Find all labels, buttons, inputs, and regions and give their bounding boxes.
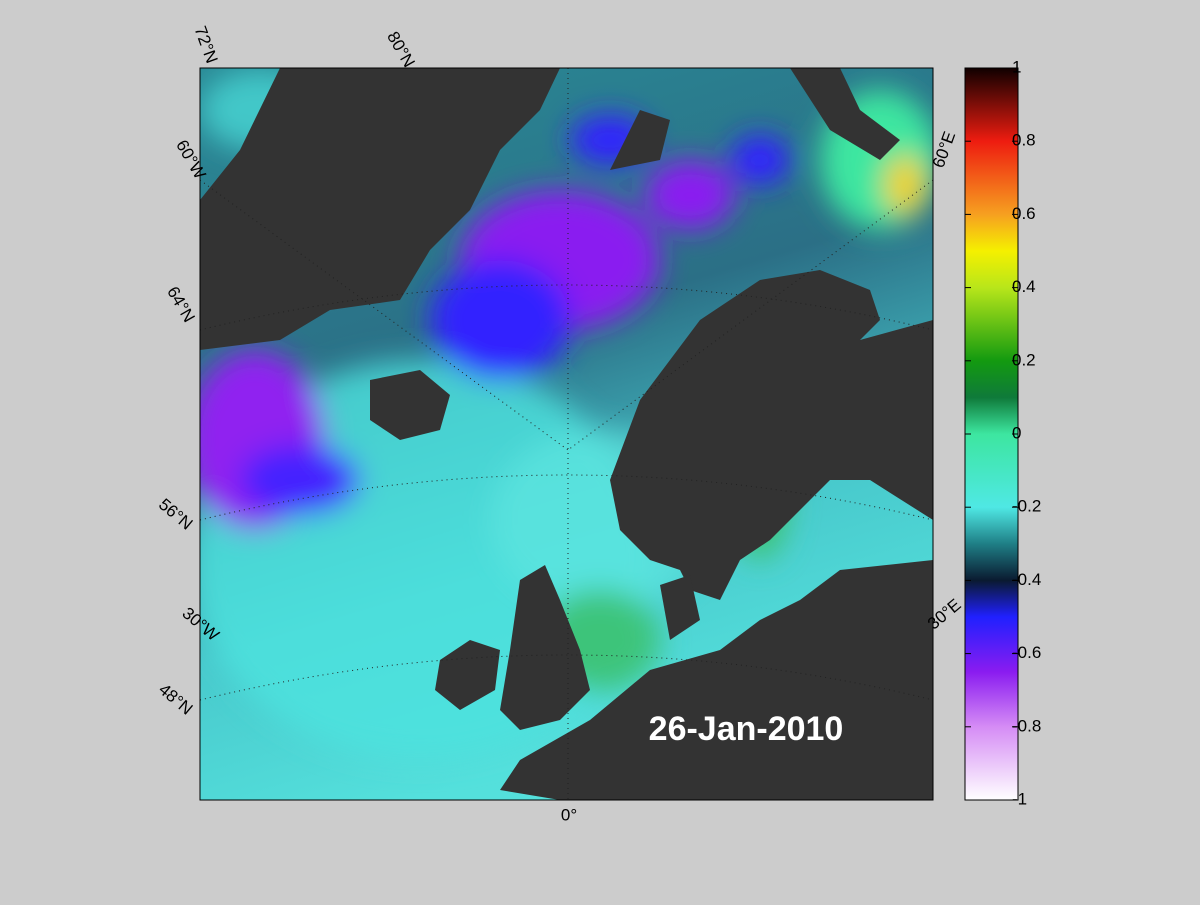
colorbar-tick-label: 0	[1012, 423, 1021, 442]
colorbar-tick-label: 0.8	[1012, 131, 1036, 150]
grid-label: 56°N	[155, 495, 196, 534]
date-label: 26-Jan-2010	[649, 710, 844, 748]
grid-label: 64°N	[163, 283, 198, 325]
colorbar-ticks: 1 0.8 0.6 0.4 0.2 0 -0.2 -0.4 -0.6 -0.8 -1	[965, 57, 1041, 808]
colorbar	[964, 67, 1019, 801]
map-field	[200, 68, 933, 800]
land	[200, 68, 933, 800]
colorbar-tick-label: -0.6	[1012, 643, 1041, 662]
colorbar-tick-label: 0.4	[1012, 277, 1036, 296]
colorbar-tick-label: -0.4	[1012, 570, 1041, 589]
grid-label: 0°	[561, 805, 577, 824]
grid-label: 80°N	[383, 28, 418, 70]
colorbar-tick-label: 1	[1012, 57, 1021, 76]
colorbar-tick-label: -0.8	[1012, 716, 1041, 735]
colorbar-tick-label: 0.2	[1012, 350, 1036, 369]
colorbar-tick-label: -1	[1012, 789, 1027, 808]
grid-label: 72°N	[191, 24, 222, 66]
colorbar-tick-label: 0.6	[1012, 204, 1036, 223]
grid-label: 48°N	[155, 680, 196, 719]
graticule	[200, 68, 933, 800]
colorbar-tick-label: -0.2	[1012, 497, 1041, 516]
map-frame	[199, 67, 934, 801]
